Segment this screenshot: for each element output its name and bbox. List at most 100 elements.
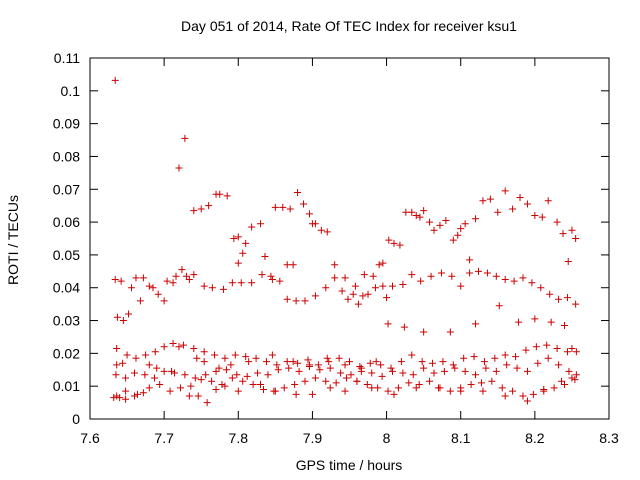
data-point: [113, 344, 121, 352]
data-point: [439, 358, 447, 366]
data-point: [239, 249, 247, 257]
data-point: [197, 376, 205, 384]
data-point: [488, 377, 496, 385]
data-point: [111, 76, 119, 84]
data-point: [363, 381, 371, 389]
data-point: [494, 208, 502, 216]
data-point: [316, 366, 324, 374]
data-point: [449, 361, 457, 369]
data-point: [436, 221, 444, 229]
data-point: [113, 392, 121, 400]
data-point: [208, 284, 216, 292]
data-point: [175, 343, 183, 351]
data-point: [461, 367, 469, 375]
data-point: [314, 361, 322, 369]
data-point: [451, 364, 459, 372]
data-point: [434, 384, 442, 392]
data-point: [491, 354, 499, 362]
data-point: [211, 351, 219, 359]
data-point: [354, 300, 362, 308]
data-point: [171, 369, 179, 377]
data-point: [326, 384, 334, 392]
data-point: [285, 364, 293, 372]
data-point: [160, 297, 168, 305]
data-point: [479, 197, 487, 205]
data-point: [283, 358, 291, 366]
data-point: [349, 290, 357, 298]
data-point: [172, 272, 180, 280]
data-point: [219, 285, 227, 293]
data-point: [437, 269, 445, 277]
data-point: [132, 274, 140, 282]
data-point: [279, 203, 287, 211]
data-point: [356, 362, 364, 370]
data-point: [416, 213, 424, 221]
data-point: [283, 261, 291, 269]
data-point: [446, 387, 454, 395]
data-point: [212, 367, 220, 375]
data-point: [420, 207, 428, 215]
data-point: [153, 364, 161, 372]
y-tick-label: 0.08: [53, 148, 80, 164]
data-point: [571, 376, 579, 384]
data-point: [446, 328, 454, 336]
data-point: [116, 394, 124, 402]
y-tick-label: 0.04: [53, 280, 80, 296]
data-point: [427, 272, 435, 280]
data-point: [234, 259, 242, 267]
x-tick-label: 7.7: [154, 430, 174, 446]
data-point: [353, 377, 361, 385]
data-point: [163, 277, 171, 285]
data-point: [208, 377, 216, 385]
data-point: [261, 253, 269, 261]
y-tick-label: 0.03: [53, 313, 80, 329]
data-point: [375, 261, 383, 269]
y-axis-label: ROTI / TECUs: [5, 195, 21, 285]
data-point: [379, 259, 387, 267]
data-point: [248, 279, 256, 287]
data-point: [248, 223, 256, 231]
x-tick-label: 7.9: [303, 430, 323, 446]
y-tick-label: 0.11: [54, 50, 80, 66]
data-point: [130, 392, 138, 400]
y-tick-label: 0.05: [53, 247, 80, 263]
data-point: [523, 397, 531, 405]
data-point: [394, 384, 402, 392]
data-point: [294, 189, 302, 197]
data-point: [205, 202, 213, 210]
data-point: [301, 297, 309, 305]
data-point: [123, 351, 131, 359]
data-point: [223, 192, 231, 200]
data-point: [344, 295, 352, 303]
data-point: [472, 215, 480, 223]
data-point: [111, 276, 119, 284]
data-point: [501, 187, 509, 195]
data-point: [197, 205, 205, 213]
data-point: [374, 384, 382, 392]
data-point: [384, 320, 392, 328]
data-point: [550, 384, 558, 392]
data-point: [553, 218, 561, 226]
data-point: [498, 384, 506, 392]
data-point: [440, 367, 448, 375]
data-point: [408, 271, 416, 279]
data-point: [359, 292, 367, 300]
data-point: [335, 354, 343, 362]
data-point: [268, 351, 276, 359]
data-point: [283, 295, 291, 303]
y-tick-label: 0.06: [53, 214, 80, 230]
data-point: [331, 261, 339, 269]
data-point: [301, 377, 309, 385]
data-point: [501, 392, 509, 400]
data-point: [378, 372, 386, 380]
data-point: [151, 374, 159, 382]
data-point: [311, 374, 319, 382]
data-point: [384, 387, 392, 395]
data-point: [368, 369, 376, 377]
data-point: [227, 361, 235, 369]
data-point: [292, 390, 300, 398]
data-point: [117, 277, 125, 285]
data-point: [399, 369, 407, 377]
data-point: [132, 354, 140, 362]
